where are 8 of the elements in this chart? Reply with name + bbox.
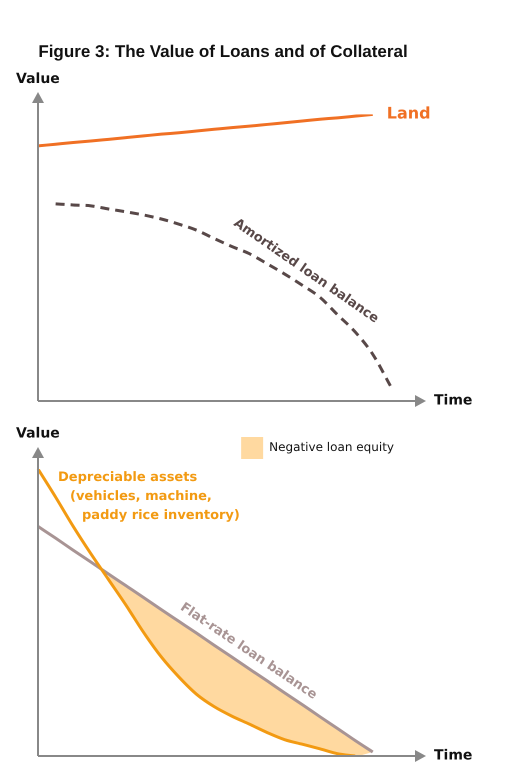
legend-label: Negative loan equity (269, 440, 394, 454)
x-axis-title: Time (434, 392, 472, 409)
y-axis-title: Value (16, 426, 60, 442)
x-axis-title: Time (434, 748, 472, 764)
chart-title: Figure 3: The Value of Loans and of Collateral (38, 42, 408, 61)
series-label: Land (386, 104, 431, 123)
series-label: Depreciable assets (vehicles, machine, paddy rice inventory) (58, 470, 240, 523)
y-axis-title: Value (16, 71, 60, 88)
